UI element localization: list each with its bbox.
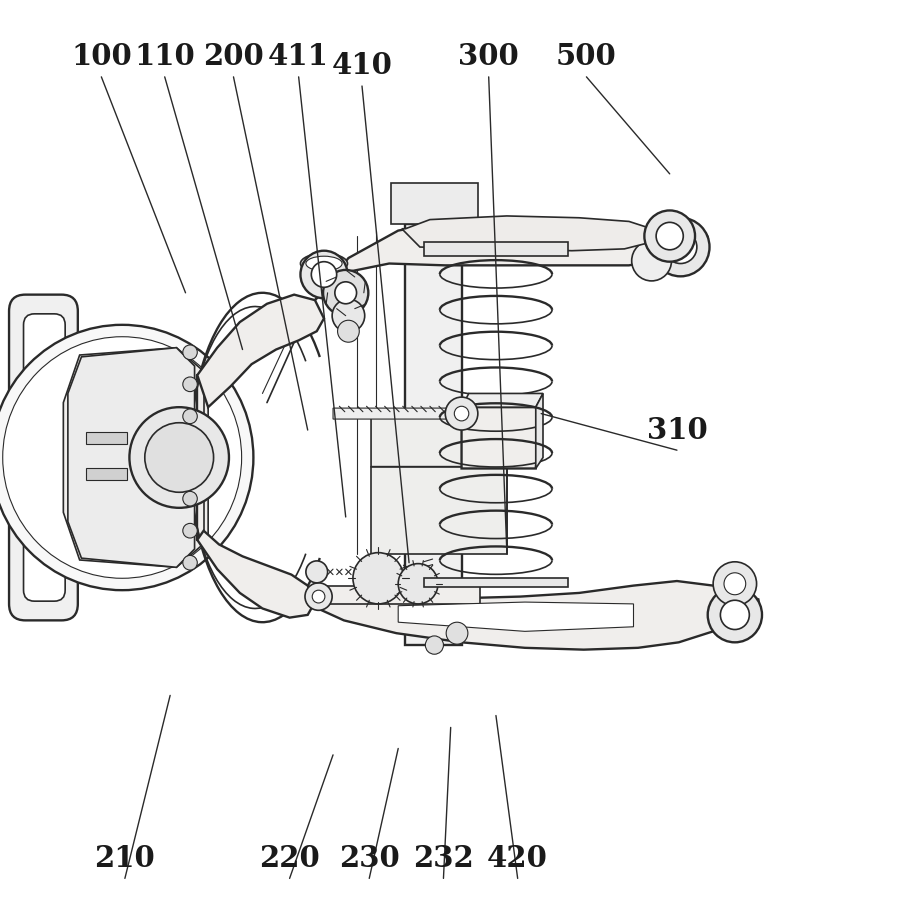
Ellipse shape bbox=[306, 256, 342, 271]
Polygon shape bbox=[68, 348, 195, 567]
Polygon shape bbox=[371, 467, 507, 554]
Circle shape bbox=[398, 564, 438, 604]
Polygon shape bbox=[197, 531, 315, 618]
Circle shape bbox=[338, 320, 359, 342]
Circle shape bbox=[425, 636, 443, 654]
Polygon shape bbox=[402, 216, 652, 251]
Polygon shape bbox=[63, 348, 208, 567]
Circle shape bbox=[445, 397, 478, 430]
Circle shape bbox=[708, 587, 762, 642]
Text: 300: 300 bbox=[458, 42, 519, 71]
Circle shape bbox=[335, 282, 357, 304]
Circle shape bbox=[652, 218, 710, 276]
Text: 500: 500 bbox=[556, 42, 617, 71]
Polygon shape bbox=[391, 183, 478, 224]
FancyBboxPatch shape bbox=[24, 314, 65, 601]
Circle shape bbox=[183, 491, 197, 506]
Text: 411: 411 bbox=[268, 42, 329, 71]
Circle shape bbox=[183, 523, 197, 538]
Text: 200: 200 bbox=[203, 42, 264, 71]
Polygon shape bbox=[315, 218, 681, 300]
Polygon shape bbox=[315, 586, 480, 604]
Polygon shape bbox=[86, 468, 127, 480]
Polygon shape bbox=[398, 602, 634, 631]
Polygon shape bbox=[424, 578, 568, 587]
Polygon shape bbox=[308, 581, 760, 650]
Circle shape bbox=[353, 553, 404, 604]
Circle shape bbox=[183, 555, 197, 570]
Circle shape bbox=[0, 325, 253, 590]
FancyBboxPatch shape bbox=[9, 295, 78, 620]
Circle shape bbox=[183, 409, 197, 424]
Polygon shape bbox=[462, 393, 543, 407]
Polygon shape bbox=[333, 408, 462, 419]
Ellipse shape bbox=[300, 253, 348, 274]
Circle shape bbox=[183, 345, 197, 360]
Polygon shape bbox=[405, 224, 462, 645]
Circle shape bbox=[129, 407, 229, 508]
Circle shape bbox=[454, 406, 469, 421]
Circle shape bbox=[300, 251, 348, 298]
Text: 210: 210 bbox=[94, 844, 156, 873]
Circle shape bbox=[332, 299, 365, 332]
Text: 220: 220 bbox=[259, 844, 320, 873]
Text: 420: 420 bbox=[487, 844, 548, 873]
Polygon shape bbox=[371, 412, 507, 467]
Circle shape bbox=[311, 262, 337, 287]
Text: 110: 110 bbox=[134, 42, 195, 71]
Polygon shape bbox=[86, 432, 127, 444]
Circle shape bbox=[446, 622, 468, 644]
Polygon shape bbox=[197, 295, 324, 407]
Circle shape bbox=[3, 337, 242, 578]
Circle shape bbox=[305, 583, 332, 610]
Text: 410: 410 bbox=[331, 51, 393, 81]
Text: 310: 310 bbox=[646, 415, 708, 445]
Circle shape bbox=[323, 270, 368, 316]
Circle shape bbox=[312, 590, 325, 603]
Circle shape bbox=[720, 600, 749, 630]
Text: 232: 232 bbox=[413, 844, 474, 873]
Circle shape bbox=[306, 561, 328, 583]
Circle shape bbox=[664, 231, 697, 264]
Circle shape bbox=[632, 241, 672, 281]
Circle shape bbox=[656, 222, 683, 250]
Polygon shape bbox=[424, 242, 568, 256]
Circle shape bbox=[713, 562, 757, 606]
Circle shape bbox=[724, 573, 746, 595]
Polygon shape bbox=[536, 393, 543, 468]
Text: 100: 100 bbox=[71, 42, 132, 71]
Circle shape bbox=[644, 210, 695, 262]
Circle shape bbox=[183, 377, 197, 392]
Ellipse shape bbox=[668, 229, 708, 247]
Circle shape bbox=[145, 423, 214, 492]
Text: 230: 230 bbox=[338, 844, 400, 873]
Polygon shape bbox=[462, 404, 541, 468]
